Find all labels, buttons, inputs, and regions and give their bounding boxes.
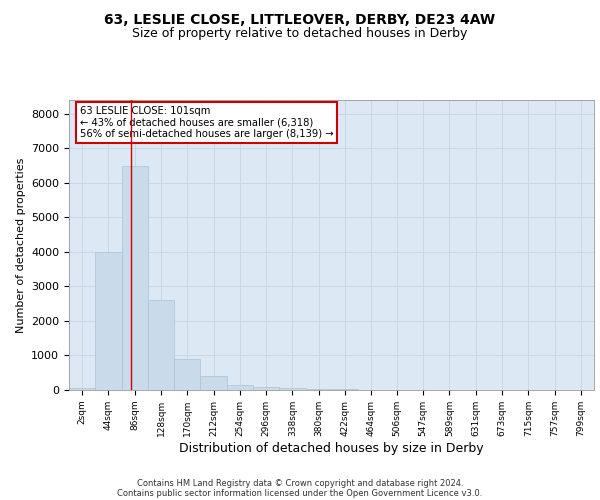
- Text: 63 LESLIE CLOSE: 101sqm
← 43% of detached houses are smaller (6,318)
56% of semi: 63 LESLIE CLOSE: 101sqm ← 43% of detache…: [79, 106, 333, 139]
- Bar: [305, 389, 332, 390]
- Text: Size of property relative to detached houses in Derby: Size of property relative to detached ho…: [133, 28, 467, 40]
- Bar: [279, 388, 305, 390]
- Y-axis label: Number of detached properties: Number of detached properties: [16, 158, 26, 332]
- Bar: [253, 386, 279, 390]
- X-axis label: Distribution of detached houses by size in Derby: Distribution of detached houses by size …: [179, 442, 484, 454]
- Bar: [174, 359, 200, 390]
- Bar: [122, 166, 148, 390]
- Bar: [148, 300, 174, 390]
- Bar: [95, 252, 122, 390]
- Text: Contains HM Land Registry data © Crown copyright and database right 2024.: Contains HM Land Registry data © Crown c…: [137, 478, 463, 488]
- Text: 63, LESLIE CLOSE, LITTLEOVER, DERBY, DE23 4AW: 63, LESLIE CLOSE, LITTLEOVER, DERBY, DE2…: [104, 12, 496, 26]
- Bar: [69, 388, 95, 390]
- Text: Contains public sector information licensed under the Open Government Licence v3: Contains public sector information licen…: [118, 488, 482, 498]
- Bar: [227, 385, 253, 390]
- Bar: [200, 376, 227, 390]
